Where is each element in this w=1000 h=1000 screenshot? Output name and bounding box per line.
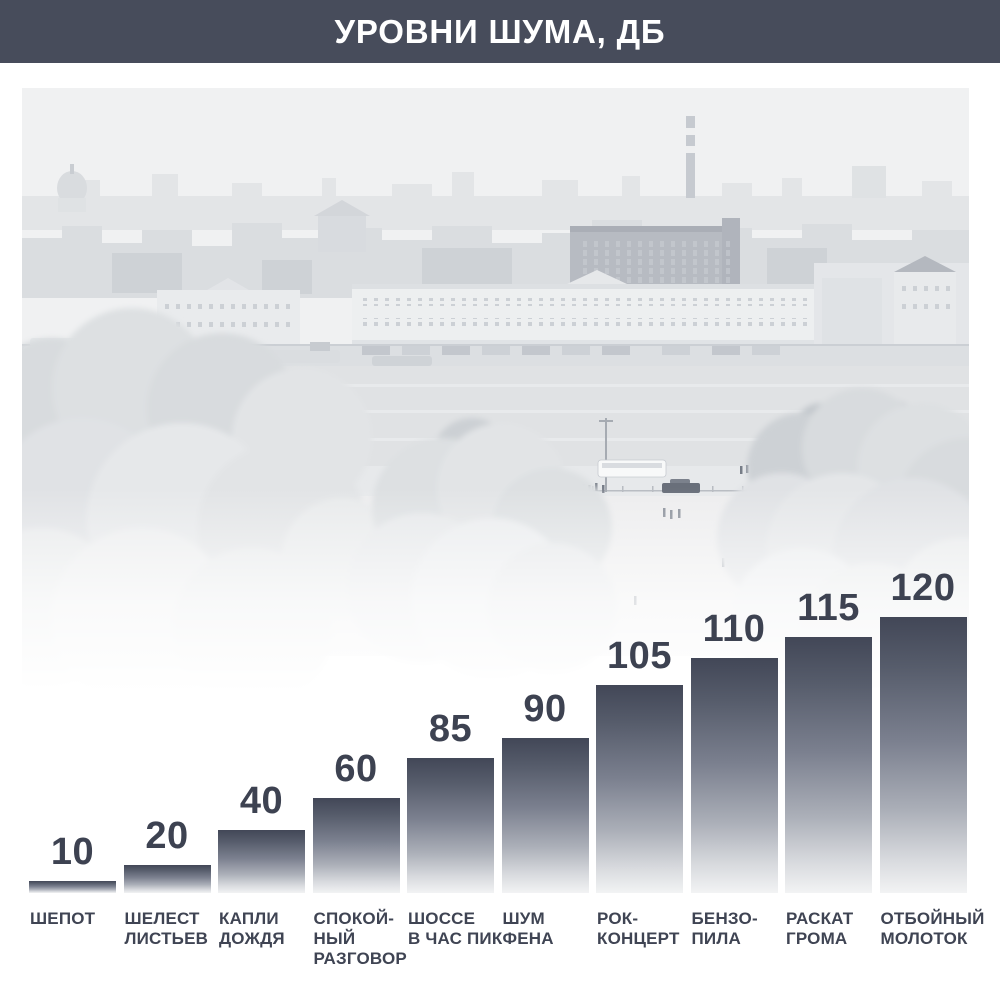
- bar-group: 10 ШЕПОТ: [29, 520, 116, 928]
- bar-category-label: ОТБОЙНЫЙ МОЛОТОК: [880, 909, 985, 949]
- bar-category-line: НЫЙ: [313, 929, 356, 948]
- bar-category-line: КАПЛИ: [219, 909, 279, 928]
- photo-portico: [314, 200, 370, 252]
- bar-category-label: ШУМ ФЕНА: [503, 909, 599, 949]
- bar-category-label: ШОССЕ В ЧАС ПИК: [408, 909, 504, 949]
- bar-value-label: 105: [607, 635, 672, 677]
- bar-category-line: БЕНЗО-: [691, 909, 758, 928]
- bar: [312, 798, 400, 893]
- bar-value-label: 10: [50, 831, 95, 873]
- bar-group: 90 ШУМ ФЕНА: [501, 520, 589, 948]
- bar: [29, 881, 116, 893]
- bar-category-line: ГРОМА: [786, 929, 848, 948]
- bar-category-line: РОК-: [597, 909, 639, 928]
- bar: [407, 758, 494, 893]
- bar: [690, 658, 778, 893]
- photo-chimney: [686, 116, 695, 198]
- bar: [123, 865, 211, 893]
- bar-value-label: 60: [334, 748, 378, 790]
- photo-long-facade: [352, 270, 814, 346]
- city-photo: [22, 88, 969, 710]
- bar-value-label: 90: [523, 688, 567, 730]
- bar-category-line: ЛИСТЬЕВ: [124, 929, 209, 948]
- bar-category-line: ДОЖДЯ: [219, 929, 285, 948]
- bar-category-line: РАЗГОВОР: [313, 949, 407, 968]
- bar-category-line: ФЕНА: [502, 929, 554, 948]
- bar: [879, 617, 967, 893]
- bar-group: 85 ШОССЕ В ЧАС ПИК: [407, 520, 502, 948]
- bar-group: 105 РОК- КОНЦЕРТ: [596, 520, 683, 948]
- bar-category-label: КАПЛИ ДОЖДЯ: [219, 909, 315, 949]
- bar-category-line: В ЧАС ПИК: [408, 929, 503, 948]
- photo-right-buildings: [814, 256, 969, 346]
- bar-category-line: МОЛОТОК: [880, 929, 968, 948]
- bar: [785, 637, 872, 893]
- page-title: УРОВНИ ШУМА, ДБ: [334, 12, 666, 50]
- bar: [596, 685, 683, 893]
- bar-category-label: СПОКОЙ- НЫЙ РАЗГОВОР: [314, 909, 410, 969]
- header-bar: УРОВНИ ШУМА, ДБ: [0, 0, 1000, 63]
- bar-category-line: ШЕПОТ: [30, 909, 96, 928]
- bar-category-label: ШЕПОТ: [30, 909, 126, 929]
- bar-value-label: 20: [145, 815, 189, 857]
- bar-group: 110 БЕНЗО- ПИЛА: [690, 520, 778, 948]
- bar-category-line: ШУМ: [502, 909, 545, 928]
- bar-chart: 10 ШЕПОТ 20 ШЕЛЕСТ ЛИСТЬЕВ 40 КАПЛИ ДОЖДЯ 60 СПОК…: [29, 520, 984, 1000]
- bar-group: 20 ШЕЛЕСТ ЛИСТЬЕВ: [123, 520, 211, 948]
- bar-category-line: СПОКОЙ-: [313, 909, 395, 928]
- bar-group: 115 РАСКАТ ГРОМА: [785, 520, 872, 948]
- bar-category-line: КОНЦЕРТ: [597, 929, 680, 948]
- bar-group: 120 ОТБОЙНЫЙ МОЛОТОК: [879, 520, 984, 948]
- bar-value-label: 110: [702, 608, 766, 650]
- bar: [218, 830, 305, 893]
- photo-dome: [57, 164, 87, 212]
- bar-category-label: БЕНЗО- ПИЛА: [692, 909, 788, 949]
- bar-category-line: ШОССЕ: [408, 909, 476, 928]
- bar-value-label: 115: [797, 587, 860, 629]
- photo-far-skyline: [22, 166, 969, 230]
- bar-category-line: РАСКАТ: [786, 909, 854, 928]
- bar-category-line: ПИЛА: [691, 929, 741, 948]
- bar-category-label: РАСКАТ ГРОМА: [786, 909, 882, 949]
- bar-category-label: ШЕЛЕСТ ЛИСТЬЕВ: [125, 909, 221, 949]
- bar-value-label: 40: [239, 780, 284, 822]
- bar: [501, 738, 589, 893]
- bar-value-label: 85: [428, 708, 473, 750]
- bar-group: 60 СПОКОЙ- НЫЙ РАЗГОВОР: [312, 520, 407, 968]
- bar-category-line: ШЕЛЕСТ: [124, 909, 200, 928]
- bar-category-line: ОТБОЙНЫЙ: [880, 909, 985, 928]
- bar-category-label: РОК- КОНЦЕРТ: [597, 909, 693, 949]
- bar-group: 40 КАПЛИ ДОЖДЯ: [218, 520, 305, 948]
- bar-value-label: 120: [890, 567, 956, 609]
